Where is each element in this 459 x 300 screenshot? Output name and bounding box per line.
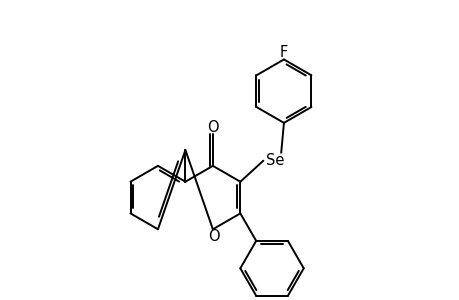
Text: Se: Se <box>265 153 284 168</box>
Text: O: O <box>207 120 218 135</box>
Text: F: F <box>279 45 287 60</box>
Text: O: O <box>207 229 219 244</box>
